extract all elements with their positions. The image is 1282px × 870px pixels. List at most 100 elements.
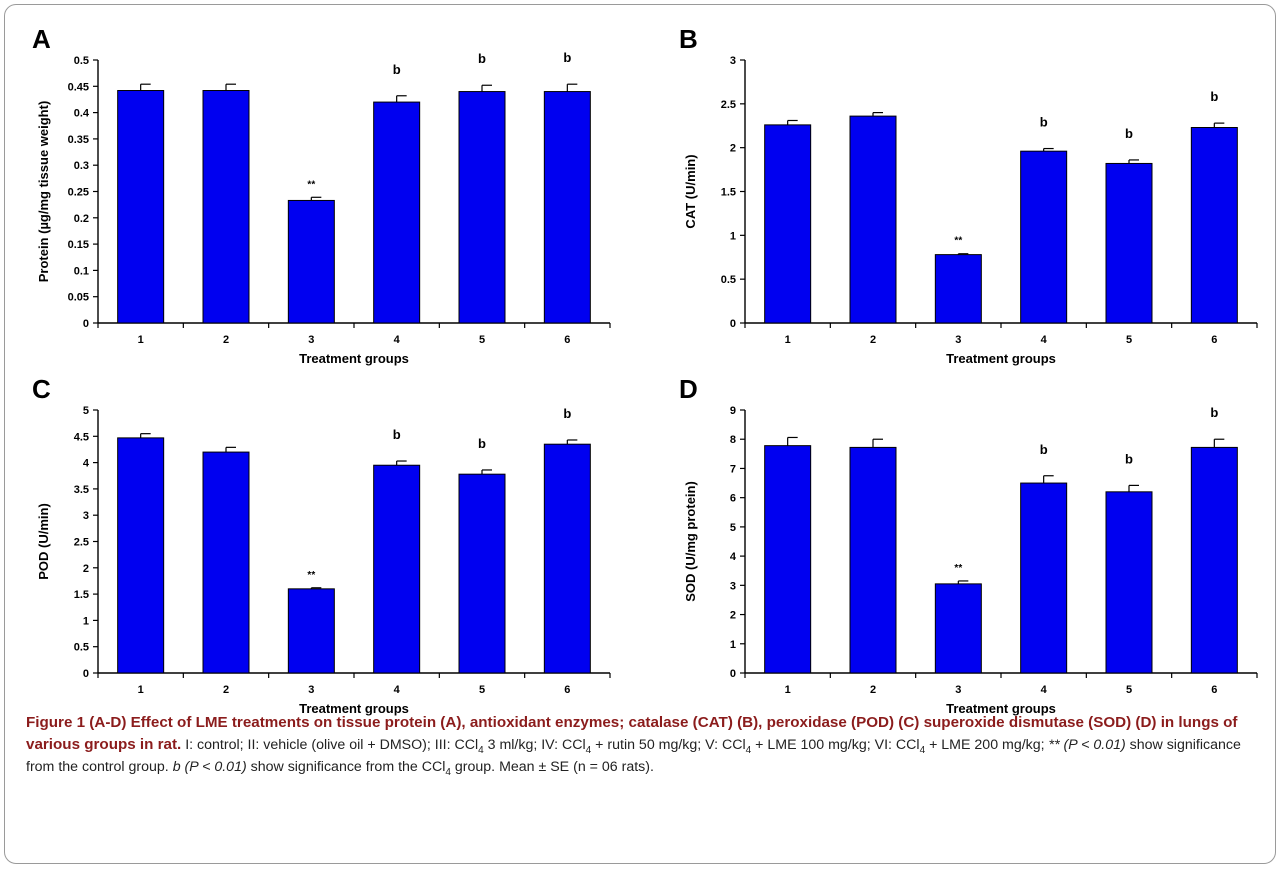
y-tick-label: 1 [730,230,736,242]
y-tick-label: 0 [730,318,736,330]
x-axis-title: Treatment groups [299,701,409,716]
x-tick-label: 5 [479,684,485,696]
significance-label: ** [954,563,962,574]
y-tick-label: 2 [83,563,89,575]
significance-label: b [1040,115,1048,130]
y-tick-label: 1 [83,615,89,627]
significance-label: b [393,427,401,442]
x-tick-label: 5 [1126,684,1132,696]
figure-caption: Figure 1 (A-D) Effect of LME treatments … [26,714,1241,778]
bar [202,90,250,324]
significance-label: b [478,436,486,451]
x-axis-title: Treatment groups [946,351,1056,366]
bar [849,446,897,674]
y-tick-label: 4 [83,458,90,470]
bar [458,91,506,324]
y-tick-label: 0 [83,668,89,680]
bar [373,101,421,324]
y-tick-label: 0.05 [68,292,89,304]
x-tick-label: 3 [308,334,314,346]
bar [117,90,165,324]
x-tick-label: 5 [479,334,485,346]
y-tick-label: 5 [730,522,736,534]
y-tick-label: 3.5 [74,484,89,496]
bar [934,583,982,674]
y-tick-label: 6 [730,493,736,505]
y-tick-label: 0.5 [74,642,89,654]
y-axis-title: SOD (U/mg protein) [683,481,698,602]
y-tick-label: 9 [730,405,736,417]
bar [764,445,812,674]
bar [287,588,335,674]
bar [1105,162,1153,324]
y-tick-label: 0 [730,668,736,680]
x-tick-label: 2 [223,684,229,696]
significance-label: b [478,51,486,66]
x-tick-label: 3 [955,684,961,696]
x-tick-label: 6 [564,684,570,696]
chart-panel-c: C 0 0.5 1 1.5 2 2.5 3 3.5 4 4.5 5 1 2 3 ** 4 b 5 b 6 b Treatme… [32,374,611,716]
significance-label: b [563,50,571,65]
y-tick-label: 3 [83,510,89,522]
y-tick-label: 0.25 [68,187,89,199]
caption-title: Figure 1 (A-D) Effect of LME treatments … [26,714,1238,753]
y-tick-label: 2 [730,143,736,155]
y-tick-label: 2.5 [721,99,736,111]
y-tick-label: 5 [83,405,89,417]
y-tick-label: 3 [730,580,736,592]
x-tick-label: 1 [785,334,791,346]
y-tick-label: 0.45 [68,81,89,93]
y-tick-label: 2.5 [74,537,89,549]
bar [543,443,591,674]
bar [849,115,897,324]
bar [1020,482,1068,674]
y-tick-label: 2 [730,610,736,622]
bar [1105,491,1153,674]
x-tick-label: 6 [564,334,570,346]
y-tick-label: 1.5 [74,589,89,601]
x-tick-label: 6 [1211,334,1217,346]
y-tick-label: 8 [730,434,736,446]
significance-label: b [1210,89,1218,104]
x-axis-title: Treatment groups [299,351,409,366]
significance-label: ** [954,236,962,247]
significance-label: b [563,406,571,421]
chart-panel-d: D 0 1 2 3 4 5 6 7 8 9 1 2 3 ** 4 b 5 b 6 b Treatment groups SO… [679,374,1258,716]
x-tick-label: 2 [870,334,876,346]
x-tick-label: 4 [1041,334,1048,346]
y-tick-label: 4.5 [74,431,89,443]
significance-label: b [1210,405,1218,420]
bar [543,91,591,324]
panel-letter: A [32,24,51,54]
bar [1020,150,1068,324]
x-tick-label: 4 [394,334,401,346]
bar [764,124,812,324]
y-axis-title: POD (U/min) [36,503,51,580]
x-tick-label: 5 [1126,334,1132,346]
y-tick-label: 0 [83,318,89,330]
x-tick-label: 6 [1211,684,1217,696]
y-tick-label: 3 [730,55,736,67]
y-tick-label: 0.1 [74,265,89,277]
y-tick-label: 7 [730,463,736,475]
significance-label: b [1125,126,1133,141]
chart-panel-a: A 0 0.05 0.1 0.15 0.2 0.25 0.3 0.35 0.4 0.45 0.5 1 2 3… [32,24,611,366]
panel-letter: B [679,24,698,54]
y-tick-label: 0.2 [74,213,89,225]
y-tick-label: 0.15 [68,239,89,251]
x-tick-label: 4 [1041,684,1048,696]
x-tick-label: 4 [394,684,401,696]
bar [202,451,250,674]
x-tick-label: 1 [785,684,791,696]
x-tick-label: 3 [955,334,961,346]
significance-label: b [1125,451,1133,466]
panel-letter: C [32,374,51,404]
y-tick-label: 1 [730,639,736,651]
chart-panel-b: B 0 0.5 1 1.5 2 2.5 3 1 2 3 ** 4 b 5 b 6 b Treatment group… [679,24,1258,366]
y-tick-label: 0.35 [68,134,89,146]
x-tick-label: 1 [138,684,144,696]
significance-label: ** [307,179,315,190]
x-axis-title: Treatment groups [946,701,1056,716]
bar [373,464,421,674]
y-tick-label: 0.4 [74,108,90,120]
